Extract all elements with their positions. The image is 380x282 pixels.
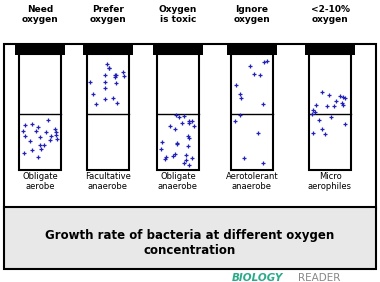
Text: <2-10%
oxygen: <2-10% oxygen (310, 5, 350, 25)
Bar (4, 207, 376, 269)
Text: Prefer
oxygen: Prefer oxygen (90, 5, 127, 25)
Bar (15, 44, 65, 55)
Bar (231, 54, 273, 170)
Text: Aerotolerant
anaerobe: Aerotolerant anaerobe (226, 172, 278, 191)
Bar (157, 54, 199, 170)
Bar (305, 44, 355, 55)
Text: READER: READER (298, 273, 340, 282)
Bar (87, 54, 129, 170)
Text: BIOLOGY: BIOLOGY (232, 273, 283, 282)
Bar (4, 44, 376, 209)
Bar (19, 54, 61, 170)
Text: Obligate
aerobe: Obligate aerobe (22, 172, 58, 191)
Text: Ignore
oxygen: Ignore oxygen (234, 5, 271, 25)
Text: Facultative
anaerobe: Facultative anaerobe (85, 172, 131, 191)
Bar (227, 44, 277, 55)
Text: Oxygen
is toxic: Oxygen is toxic (159, 5, 197, 25)
Text: concentration: concentration (144, 243, 236, 257)
Bar (153, 44, 203, 55)
Bar (309, 54, 351, 170)
Bar (83, 44, 133, 55)
Text: Obligate
anaerobe: Obligate anaerobe (158, 172, 198, 191)
Text: Growth rate of bacteria at different oxygen: Growth rate of bacteria at different oxy… (45, 228, 335, 241)
Text: Need
oxygen: Need oxygen (22, 5, 59, 25)
Text: Micro
aerophiles: Micro aerophiles (308, 172, 352, 191)
